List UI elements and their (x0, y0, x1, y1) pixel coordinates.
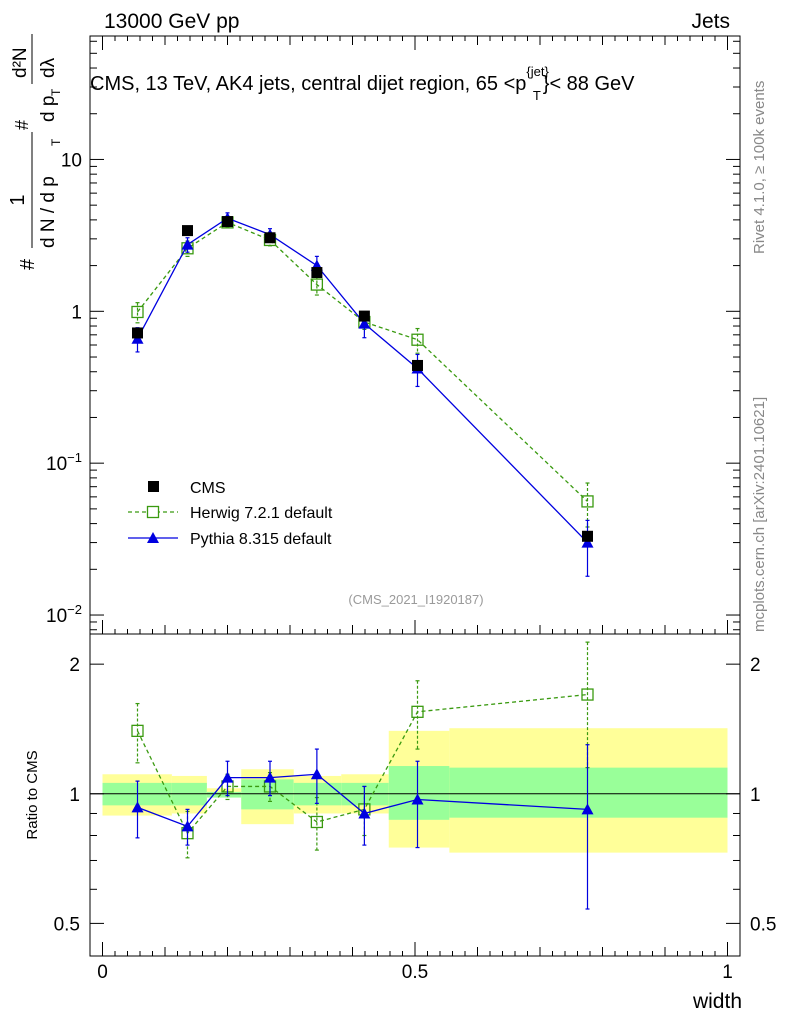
legend-marker-pythia (147, 532, 159, 543)
header-jets: Jets (691, 10, 730, 33)
pythia-ratio-point-1 (181, 820, 194, 832)
main-tick-label-1: 1 (71, 302, 82, 323)
herwig-ratio-point-0 (131, 724, 144, 738)
ratio-tick-label-left-2: 0.5 (54, 914, 80, 935)
plot-title-sup: {jet} (526, 64, 549, 79)
herwig-main-point-0 (131, 305, 144, 319)
x-axis: 0 0.5 1 (97, 36, 733, 983)
legend-label-pythia: Pythia 8.315 default (190, 531, 332, 548)
plot-title: CMS, 13 TeV, AK4 jets, central dijet reg… (90, 64, 635, 103)
header-energy: 13000 GeV pp (104, 10, 239, 33)
pythia-ratio-point-7 (581, 803, 594, 815)
herwig-ratio-point-6 (411, 705, 424, 718)
pythia-ratio-line (137, 773, 588, 828)
herwig-main-line (136, 221, 588, 502)
main-y-label-t1: T (49, 138, 63, 146)
herwig-ratio-point-7 (581, 688, 594, 701)
main-tick-exp: −1 (67, 450, 82, 465)
herwig-ratio-line (136, 693, 588, 835)
rivet-version-label: Rivet 4.1.0, ≥ 100k events (751, 81, 768, 254)
analysis-id: (CMS_2021_I1920187) (348, 592, 483, 607)
main-tick-label-2: 10−1 (46, 450, 82, 475)
pythia-main-point-1 (181, 238, 194, 250)
plot-title-sub: T (533, 88, 541, 103)
main-y-label-t2: T (49, 88, 63, 96)
plot-title-main: CMS, 13 TeV, AK4 jets, central dijet reg… (90, 73, 526, 95)
pythia-ratio-point-3 (264, 771, 276, 783)
pythia-main-point-7 (581, 536, 594, 548)
herwig-main-point-4 (310, 278, 324, 291)
ratio-tick-label-right-1: 1 (750, 785, 761, 806)
cms-main-point-0 (132, 327, 143, 339)
main-tick-base: 10 (46, 606, 67, 627)
band-green-3 (241, 779, 294, 810)
legend-label-herwig: Herwig 7.2.1 default (190, 505, 333, 522)
legend-marker-cms (148, 481, 159, 492)
main-series-layer (131, 212, 594, 577)
main-y-label: # 1 d N / d p T # d p T dλ d²N (7, 34, 63, 270)
cms-main-point-5 (358, 310, 370, 322)
pythia-ratio-point-4 (310, 768, 323, 780)
pythia-main-line (136, 217, 588, 544)
main-tick-base: 10 (61, 150, 82, 171)
ratio-tick-label-left-1: 1 (69, 785, 80, 806)
pythia-ratio-point-6 (411, 793, 424, 805)
ratio-tick-label-right-0: 2 (750, 655, 761, 676)
main-tick-base: 10 (46, 454, 67, 475)
main-y-label-dn: d N / d p (38, 176, 59, 248)
legend: CMS Herwig 7.2.1 default Pythia 8.315 de… (128, 480, 333, 548)
main-y-label-hash: # (17, 258, 39, 270)
ratio-tick-label-right-2: 0.5 (750, 914, 776, 935)
pythia-ratio-point-0 (131, 801, 144, 813)
main-y-label-dp: d p (38, 96, 59, 122)
cms-main-point-2 (222, 216, 233, 228)
mcplots-label: mcplots.cern.ch [arXiv:2401.10621] (751, 397, 768, 632)
herwig-main-point-6 (411, 333, 424, 346)
herwig-main-point-7 (581, 495, 594, 508)
main-tick-label-3: 10−2 (46, 602, 82, 627)
x-tick-label-1: 0.5 (402, 962, 428, 983)
cms-main-point-6 (412, 359, 423, 371)
herwig-ratio-point-4 (310, 815, 324, 829)
band-green-2 (206, 791, 242, 798)
ratio-series-layer (131, 641, 594, 910)
x-tick-label-2: 1 (722, 962, 733, 983)
cms-main-point-4 (311, 267, 323, 279)
main-y-label-d2n: d²N (10, 47, 31, 78)
pythia-main-point-5 (358, 317, 371, 329)
ratio-y-label: Ratio to CMS (24, 750, 41, 839)
main-y-label-one: 1 (7, 194, 29, 205)
main-tick-label-0: 10 (61, 150, 82, 171)
cms-main-point-3 (264, 232, 276, 244)
x-tick-label-0: 0 (97, 962, 108, 983)
cms-main-point-7 (582, 530, 593, 542)
band-green-6 (388, 766, 450, 820)
main-tick-exp: −2 (67, 602, 82, 617)
plot-title-end: }< 88 GeV (543, 73, 635, 95)
cms-main-point-1 (182, 225, 193, 237)
pythia-ratio-point-2 (221, 771, 234, 783)
x-axis-label: width (692, 990, 742, 1013)
ratio-tick-label-left-0: 2 (69, 655, 80, 676)
main-tick-base: 1 (71, 302, 82, 323)
legend-label-cms: CMS (190, 480, 226, 497)
main-y-label-dlambda: dλ (38, 57, 59, 78)
main-y-label-hash2: # (12, 120, 32, 130)
legend-marker-herwig (146, 505, 160, 519)
pythia-ratio-point-5 (358, 807, 371, 819)
ratio-uncertainty-bands (102, 728, 728, 853)
ratio-y-axis: 2 2 1 1 0.5 0.5 (54, 655, 777, 935)
